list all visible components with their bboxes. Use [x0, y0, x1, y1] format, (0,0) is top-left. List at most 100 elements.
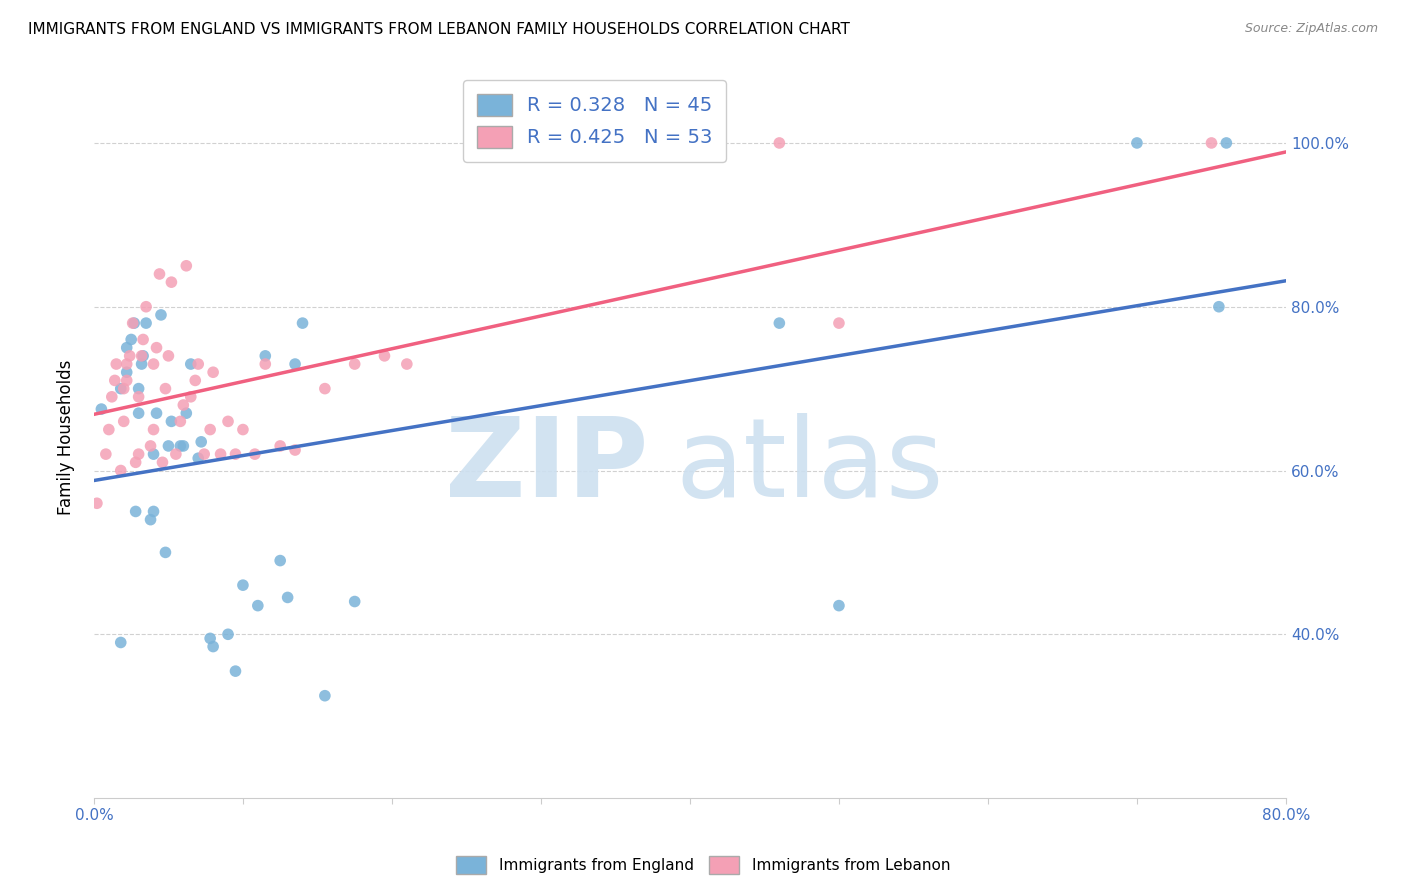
Point	[160, 414, 183, 428]
Point	[132, 349, 155, 363]
Point	[232, 423, 254, 437]
Point	[176, 406, 198, 420]
Point	[157, 439, 180, 453]
Point	[314, 689, 336, 703]
Legend: R = 0.328   N = 45, R = 0.425   N = 53: R = 0.328 N = 45, R = 0.425 N = 53	[463, 80, 725, 161]
Point	[284, 443, 307, 458]
Point	[165, 447, 187, 461]
Point	[139, 513, 162, 527]
Point	[142, 423, 165, 437]
Point	[291, 316, 314, 330]
Point	[148, 267, 170, 281]
Point	[118, 349, 141, 363]
Point	[343, 594, 366, 608]
Point	[169, 414, 191, 428]
Point	[135, 300, 157, 314]
Point	[768, 136, 790, 150]
Point	[190, 434, 212, 449]
Point	[395, 357, 418, 371]
Text: IMMIGRANTS FROM ENGLAND VS IMMIGRANTS FROM LEBANON FAMILY HOUSEHOLDS CORRELATION: IMMIGRANTS FROM ENGLAND VS IMMIGRANTS FR…	[28, 22, 851, 37]
Point	[343, 357, 366, 371]
Point	[101, 390, 124, 404]
Point	[86, 496, 108, 510]
Point	[169, 439, 191, 453]
Point	[828, 599, 851, 613]
Point	[768, 316, 790, 330]
Point	[131, 349, 153, 363]
Point	[139, 439, 162, 453]
Point	[254, 357, 277, 371]
Point	[217, 627, 239, 641]
Point	[90, 402, 112, 417]
Point	[224, 664, 246, 678]
Point	[157, 349, 180, 363]
Point	[1208, 300, 1230, 314]
Point	[152, 455, 174, 469]
Point	[246, 599, 269, 613]
Point	[1126, 136, 1149, 150]
Point	[145, 341, 167, 355]
Point	[172, 398, 194, 412]
Point	[132, 333, 155, 347]
Text: atlas: atlas	[675, 413, 943, 520]
Point	[121, 316, 143, 330]
Point	[124, 455, 146, 469]
Point	[149, 308, 172, 322]
Text: Source: ZipAtlas.com: Source: ZipAtlas.com	[1244, 22, 1378, 36]
Point	[160, 275, 183, 289]
Point	[155, 382, 177, 396]
Point	[202, 640, 225, 654]
Point	[277, 591, 299, 605]
Point	[254, 349, 277, 363]
Point	[202, 365, 225, 379]
Point	[128, 406, 150, 420]
Point	[155, 545, 177, 559]
Point	[198, 632, 221, 646]
Point	[142, 447, 165, 461]
Point	[373, 349, 395, 363]
Y-axis label: Family Households: Family Households	[58, 360, 75, 516]
Point	[122, 316, 145, 330]
Point	[104, 373, 127, 387]
Point	[176, 259, 198, 273]
Point	[180, 390, 202, 404]
Point	[193, 447, 215, 461]
Point	[243, 447, 266, 461]
Point	[198, 423, 221, 437]
Point	[128, 390, 150, 404]
Point	[135, 316, 157, 330]
Point	[97, 423, 120, 437]
Point	[110, 463, 132, 477]
Point	[224, 447, 246, 461]
Point	[1201, 136, 1223, 150]
Legend: Immigrants from England, Immigrants from Lebanon: Immigrants from England, Immigrants from…	[450, 850, 956, 880]
Point	[145, 406, 167, 420]
Point	[110, 382, 132, 396]
Point	[110, 635, 132, 649]
Point	[269, 439, 291, 453]
Point	[142, 504, 165, 518]
Point	[187, 357, 209, 371]
Point	[124, 504, 146, 518]
Point	[128, 382, 150, 396]
Point	[131, 357, 153, 371]
Point	[120, 333, 142, 347]
Point	[184, 373, 207, 387]
Text: ZIP: ZIP	[446, 413, 648, 520]
Point	[1215, 136, 1237, 150]
Point	[115, 357, 138, 371]
Point	[94, 447, 117, 461]
Point	[115, 373, 138, 387]
Point	[172, 439, 194, 453]
Point	[112, 414, 135, 428]
Point	[217, 414, 239, 428]
Point	[115, 341, 138, 355]
Point	[105, 357, 128, 371]
Point	[209, 447, 232, 461]
Point	[180, 357, 202, 371]
Point	[115, 365, 138, 379]
Point	[284, 357, 307, 371]
Point	[269, 553, 291, 567]
Point	[112, 382, 135, 396]
Point	[128, 447, 150, 461]
